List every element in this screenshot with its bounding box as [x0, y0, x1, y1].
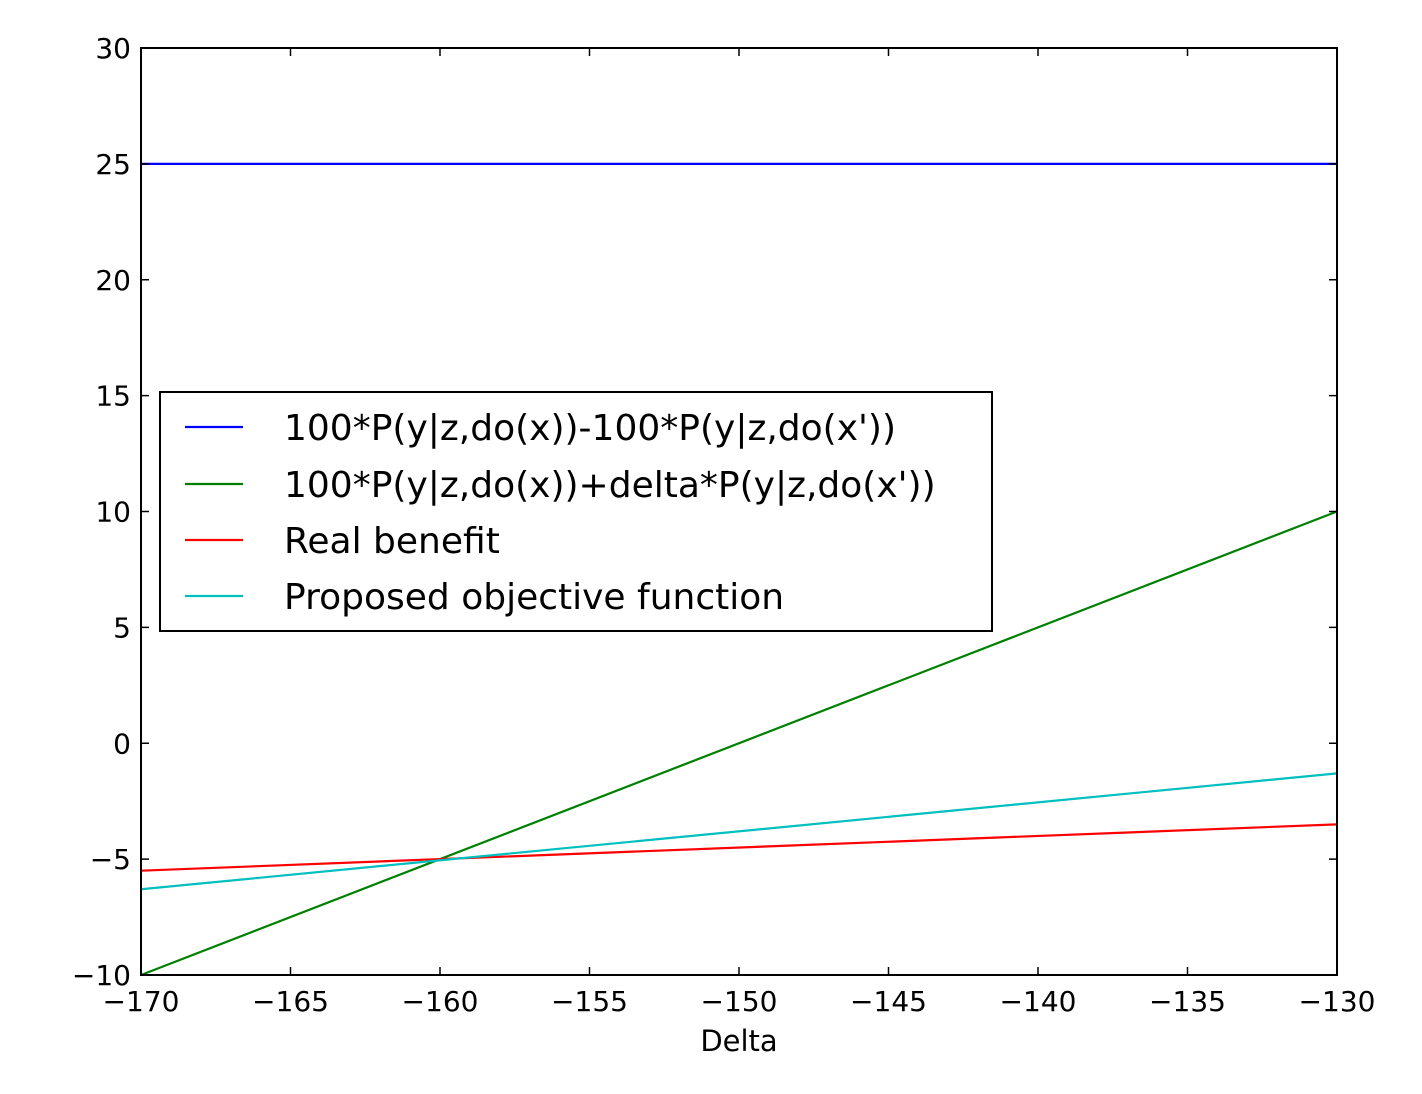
x-tick-label: −135 [1149, 985, 1226, 1018]
x-tick-label: −145 [850, 985, 927, 1018]
legend-label-4: Proposed objective function [284, 577, 784, 618]
legend-box [159, 391, 993, 632]
series-layer [140, 162, 1338, 977]
series-line-2 [140, 510, 1338, 977]
x-tick-label: −150 [701, 985, 778, 1018]
y-tick-label: 30 [95, 32, 131, 65]
legend-label-1: 100*P(y|z,do(x))-100*P(y|z,do(x')) [284, 408, 896, 449]
x-tick-label: −165 [252, 985, 329, 1018]
x-tick-label: −160 [402, 985, 479, 1018]
series-line-3 [140, 823, 1338, 872]
y-tick-label: −5 [90, 843, 131, 876]
y-tick-label: 0 [113, 727, 131, 760]
y-tick-label: 10 [95, 496, 131, 529]
series-line-4 [140, 772, 1338, 891]
y-tick-label: 20 [95, 264, 131, 297]
x-tick-label: −140 [1000, 985, 1077, 1018]
tick-labels: −170 −165 −160 −155 −150 −145 −140 −135 −130 −10 −… [72, 32, 1376, 1018]
x-axis-label: Delta [700, 1024, 777, 1058]
y-tick-label: −10 [72, 959, 131, 992]
x-tick-label: −130 [1299, 985, 1376, 1018]
legend-label-2: 100*P(y|z,do(x))+delta*P(y|z,do(x')) [284, 465, 936, 506]
x-tick-label: −170 [103, 985, 180, 1018]
x-tick-label: −155 [551, 985, 628, 1018]
y-tick-label: 15 [95, 380, 131, 413]
legend-label-3: Real benefit [284, 521, 500, 562]
legend: 100*P(y|z,do(x))-100*P(y|z,do(x')) 100*P(… [159, 391, 993, 632]
y-tick-label: 5 [113, 611, 131, 644]
ticks-layer [140, 47, 1338, 976]
y-tick-label: 25 [95, 148, 131, 181]
